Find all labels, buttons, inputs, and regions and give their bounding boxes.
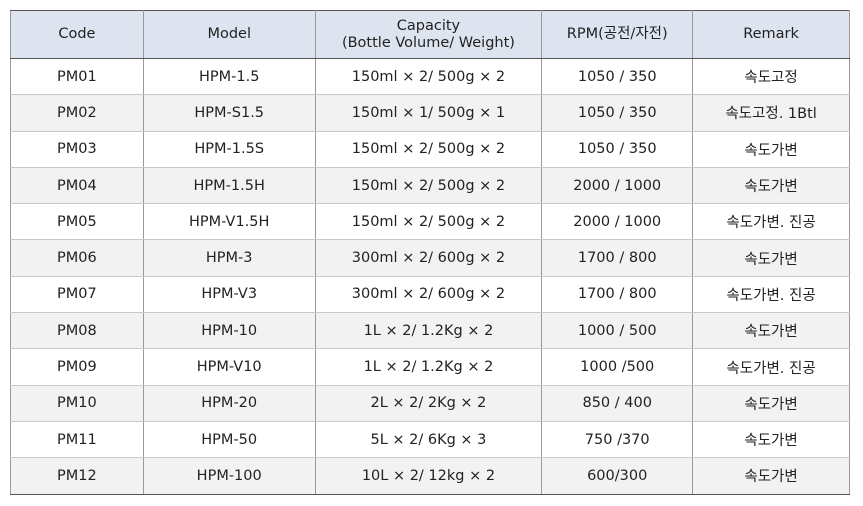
- table-cell: 1L × 2/ 1.2Kg × 2: [314, 312, 543, 350]
- table-cell: 600/300: [541, 457, 694, 495]
- table-row: PM08 HPM-10 1L × 2/ 1.2Kg × 2 1000 / 500 속도가…: [10, 312, 850, 350]
- table-cell: PM05: [10, 203, 144, 241]
- table-cell: HPM-10: [142, 312, 316, 350]
- table-cell: 속도고정: [692, 58, 850, 96]
- table-row: PM02 HPM-S1.5 150ml × 1/ 500g × 1 1050 / 35…: [10, 94, 850, 132]
- table-cell: HPM-S1.5: [142, 94, 316, 132]
- table-cell: 150ml × 1/ 500g × 1: [314, 94, 543, 132]
- table-cell: 2L × 2/ 2Kg × 2: [314, 385, 543, 422]
- table-cell: PM01: [10, 58, 144, 96]
- table-cell: 1050 / 350: [541, 94, 694, 132]
- table-cell: PM11: [10, 421, 144, 459]
- table-cell: PM08: [10, 312, 144, 350]
- table-cell: HPM-100: [142, 457, 316, 495]
- table-cell: 1000 / 500: [541, 312, 694, 350]
- table-cell: 2000 / 1000: [541, 167, 694, 205]
- table-row: PM05 HPM-V1.5H 150ml × 2/ 500g × 2 2000 / 1…: [10, 203, 850, 241]
- header-cell: Model: [142, 10, 316, 59]
- table-cell: 속도가변. 진공: [692, 276, 850, 314]
- spec-table: Code Model Capacity (Bottle Volume/ Weight…: [10, 10, 850, 495]
- table-row: PM03 HPM-1.5S 150ml × 2/ 500g × 2 1050 / 35…: [10, 131, 850, 168]
- table-header: Code Model Capacity (Bottle Volume/ Weight…: [10, 10, 850, 59]
- table-row: PM09 HPM-V10 1L × 2/ 1.2Kg × 2 1000 /500 속도가…: [10, 348, 850, 386]
- table-cell: 속도가변: [692, 385, 850, 422]
- table-cell: 750 /370: [541, 421, 694, 459]
- table-cell: PM07: [10, 276, 144, 314]
- table-cell: 150ml × 2/ 500g × 2: [314, 131, 543, 168]
- table-cell: PM04: [10, 167, 144, 205]
- table-cell: 속도가변. 진공: [692, 348, 850, 386]
- table-cell: HPM-V10: [142, 348, 316, 386]
- table-cell: 150ml × 2/ 500g × 2: [314, 167, 543, 205]
- table-cell: PM02: [10, 94, 144, 132]
- table-cell: HPM-1.5: [142, 58, 316, 96]
- table-cell: 속도고정. 1Btl: [692, 94, 850, 132]
- table-cell: 속도가변: [692, 457, 850, 495]
- table-cell: 5L × 2/ 6Kg × 3: [314, 421, 543, 459]
- table-row: PM04 HPM-1.5H 150ml × 2/ 500g × 2 2000 / 10…: [10, 167, 850, 205]
- header-cell: Remark: [692, 10, 850, 59]
- table-row: PM01 HPM-1.5 150ml × 2/ 500g × 2 1050 / 350…: [10, 58, 850, 96]
- table-body: PM01 HPM-1.5 150ml × 2/ 500g × 2 1050 / 350…: [10, 58, 850, 495]
- table-cell: 300ml × 2/ 600g × 2: [314, 276, 543, 314]
- table-cell: 1050 / 350: [541, 58, 694, 96]
- table-row: PM10 HPM-20 2L × 2/ 2Kg × 2 850 / 400 속도가변: [10, 385, 850, 422]
- table-cell: HPM-V3: [142, 276, 316, 314]
- table-cell: 150ml × 2/ 500g × 2: [314, 203, 543, 241]
- table-row: PM07 HPM-V3 300ml × 2/ 600g × 2 1700 / 800 속…: [10, 276, 850, 314]
- table-cell: 1700 / 800: [541, 239, 694, 277]
- table-cell: 1L × 2/ 1.2Kg × 2: [314, 348, 543, 386]
- header-row: Code Model Capacity (Bottle Volume/ Weight…: [10, 10, 850, 59]
- header-cell: Capacity (Bottle Volume/ Weight): [314, 10, 543, 59]
- table-cell: 1700 / 800: [541, 276, 694, 314]
- table-cell: 850 / 400: [541, 385, 694, 422]
- table-cell: 속도가변: [692, 312, 850, 350]
- table-cell: 속도가변: [692, 239, 850, 277]
- table-cell: PM09: [10, 348, 144, 386]
- table-cell: PM06: [10, 239, 144, 277]
- table-cell: HPM-1.5H: [142, 167, 316, 205]
- table-cell: HPM-1.5S: [142, 131, 316, 168]
- table-cell: 속도가변: [692, 131, 850, 168]
- table-row: PM12 HPM-100 10L × 2/ 12kg × 2 600/300 속도가변: [10, 457, 850, 495]
- table-cell: PM10: [10, 385, 144, 422]
- table-cell: 1000 /500: [541, 348, 694, 386]
- table-cell: 속도가변: [692, 421, 850, 459]
- table-row: PM11 HPM-50 5L × 2/ 6Kg × 3 750 /370 속도가변: [10, 421, 850, 459]
- table-cell: 2000 / 1000: [541, 203, 694, 241]
- table-cell: PM03: [10, 131, 144, 168]
- table-cell: HPM-20: [142, 385, 316, 422]
- table-cell: HPM-3: [142, 239, 316, 277]
- table-cell: PM12: [10, 457, 144, 495]
- table-cell: 속도가변. 진공: [692, 203, 850, 241]
- header-cell: RPM(공전/자전): [541, 10, 694, 59]
- header-cell: Code: [10, 10, 144, 59]
- table-cell: 10L × 2/ 12kg × 2: [314, 457, 543, 495]
- table-cell: 속도가변: [692, 167, 850, 205]
- table-cell: 300ml × 2/ 600g × 2: [314, 239, 543, 277]
- table-cell: HPM-50: [142, 421, 316, 459]
- table-cell: 150ml × 2/ 500g × 2: [314, 58, 543, 96]
- table-cell: HPM-V1.5H: [142, 203, 316, 241]
- table-row: PM06 HPM-3 300ml × 2/ 600g × 2 1700 / 800 속도…: [10, 239, 850, 277]
- table-cell: 1050 / 350: [541, 131, 694, 168]
